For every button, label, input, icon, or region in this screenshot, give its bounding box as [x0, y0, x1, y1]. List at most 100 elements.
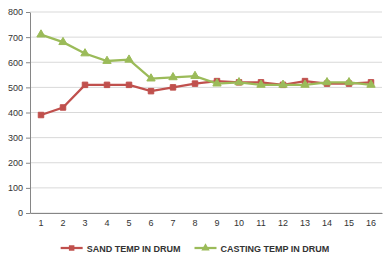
x-tick: 8 [192, 213, 197, 228]
y-tick-label: 100 [8, 183, 23, 193]
series-marker [125, 55, 133, 62]
plot: 0100200300400500600700800123456789101112… [8, 7, 383, 228]
x-tick-label: 1 [38, 218, 43, 228]
legend-item: CASTING TEMP IN DRUM [195, 243, 330, 253]
series-marker [235, 78, 243, 85]
grid-line [30, 213, 382, 214]
grid-line [30, 37, 382, 38]
y-tick: 600 [8, 58, 30, 68]
x-tick: 3 [82, 213, 87, 228]
y-tick-mark [26, 62, 30, 63]
y-tick: 800 [8, 7, 30, 17]
x-tick: 1 [38, 213, 43, 228]
grid-line [30, 62, 382, 63]
y-tick: 500 [8, 83, 30, 93]
y-tick-label: 700 [8, 33, 23, 43]
x-tick-label: 10 [234, 218, 244, 228]
x-axis: 12345678910111213141516 [31, 213, 383, 228]
grid-line [30, 162, 382, 163]
y-tick-mark [26, 12, 30, 13]
x-tick-label: 14 [322, 218, 332, 228]
x-tick: 4 [104, 213, 109, 228]
y-axis-line [30, 13, 31, 214]
series-marker [126, 82, 131, 87]
x-tick: 11 [256, 213, 265, 228]
y-tick-label: 400 [8, 108, 23, 118]
x-tick: 6 [148, 213, 153, 228]
series-marker [257, 80, 265, 87]
grid-line [30, 12, 382, 13]
y-tick-label: 800 [8, 7, 23, 17]
y-tick-label: 200 [8, 158, 23, 168]
y-tick-mark [26, 138, 30, 139]
x-tick-label: 7 [170, 218, 175, 228]
y-tick-label: 300 [8, 133, 23, 143]
grid-line [30, 187, 382, 188]
y-tick: 0 [18, 208, 30, 218]
series-marker [59, 37, 67, 44]
y-tick-label: 600 [8, 58, 23, 68]
series-marker [38, 112, 43, 117]
legend-marker [201, 243, 209, 250]
series-line [41, 81, 371, 115]
y-tick-mark [26, 188, 30, 189]
y-tick: 300 [8, 133, 30, 143]
y-tick: 400 [8, 108, 30, 118]
y-tick: 700 [8, 33, 30, 43]
series-marker [192, 81, 197, 86]
series-marker [60, 105, 65, 110]
series-marker [367, 80, 375, 87]
x-tick: 10 [234, 213, 244, 228]
y-tick-label: 0 [18, 208, 23, 218]
series-marker [103, 56, 111, 63]
chart: 0100200300400500600700800123456789101112… [0, 0, 390, 266]
y-tick: 100 [8, 183, 30, 193]
y-tick-mark [26, 87, 30, 88]
series-marker [148, 88, 153, 93]
x-tick: 13 [300, 213, 310, 228]
x-tick-label: 9 [214, 218, 219, 228]
y-tick: 200 [8, 158, 30, 168]
x-tick: 12 [278, 213, 288, 228]
series-marker [323, 78, 331, 85]
grid-line [30, 112, 382, 113]
legend-label: CASTING TEMP IN DRUM [221, 244, 330, 254]
series-marker [81, 49, 89, 56]
series-marker [169, 73, 177, 80]
grid [30, 12, 382, 213]
x-axis-line [31, 213, 383, 214]
series-marker [279, 80, 287, 87]
x-tick-label: 15 [344, 218, 354, 228]
x-tick: 15 [344, 213, 354, 228]
x-tick-label: 5 [126, 218, 131, 228]
y-tick-mark [26, 113, 30, 114]
y-tick-mark [26, 213, 30, 214]
x-tick-label: 16 [366, 218, 376, 228]
y-tick-mark [26, 163, 30, 164]
x-tick-label: 8 [192, 218, 197, 228]
x-tick-label: 6 [148, 218, 153, 228]
series-line [41, 35, 371, 85]
y-tick-mark [26, 37, 30, 38]
x-tick-label: 13 [300, 218, 310, 228]
series-marker [37, 30, 45, 37]
x-tick: 16 [366, 213, 376, 228]
series-marker [191, 71, 199, 78]
y-axis: 0 100 200 300 400 500 600 700 800 [8, 7, 31, 218]
series-marker [345, 78, 353, 85]
x-tick-label: 3 [82, 218, 87, 228]
legend: SAND TEMP IN DRUM CASTING TEMP IN DRUM [61, 243, 330, 253]
x-tick-label: 4 [104, 218, 109, 228]
x-tick-label: 12 [278, 218, 288, 228]
series-marker [213, 79, 221, 86]
x-tick: 9 [214, 213, 219, 228]
x-tick: 2 [60, 213, 65, 228]
x-tick: 7 [170, 213, 175, 228]
x-tick-label: 11 [256, 218, 265, 228]
series-marker [104, 82, 109, 87]
legend-marker [69, 245, 74, 250]
legend-label: SAND TEMP IN DRUM [87, 244, 181, 254]
grid-line [30, 137, 382, 138]
series-marker [301, 80, 309, 87]
marks [37, 30, 375, 118]
